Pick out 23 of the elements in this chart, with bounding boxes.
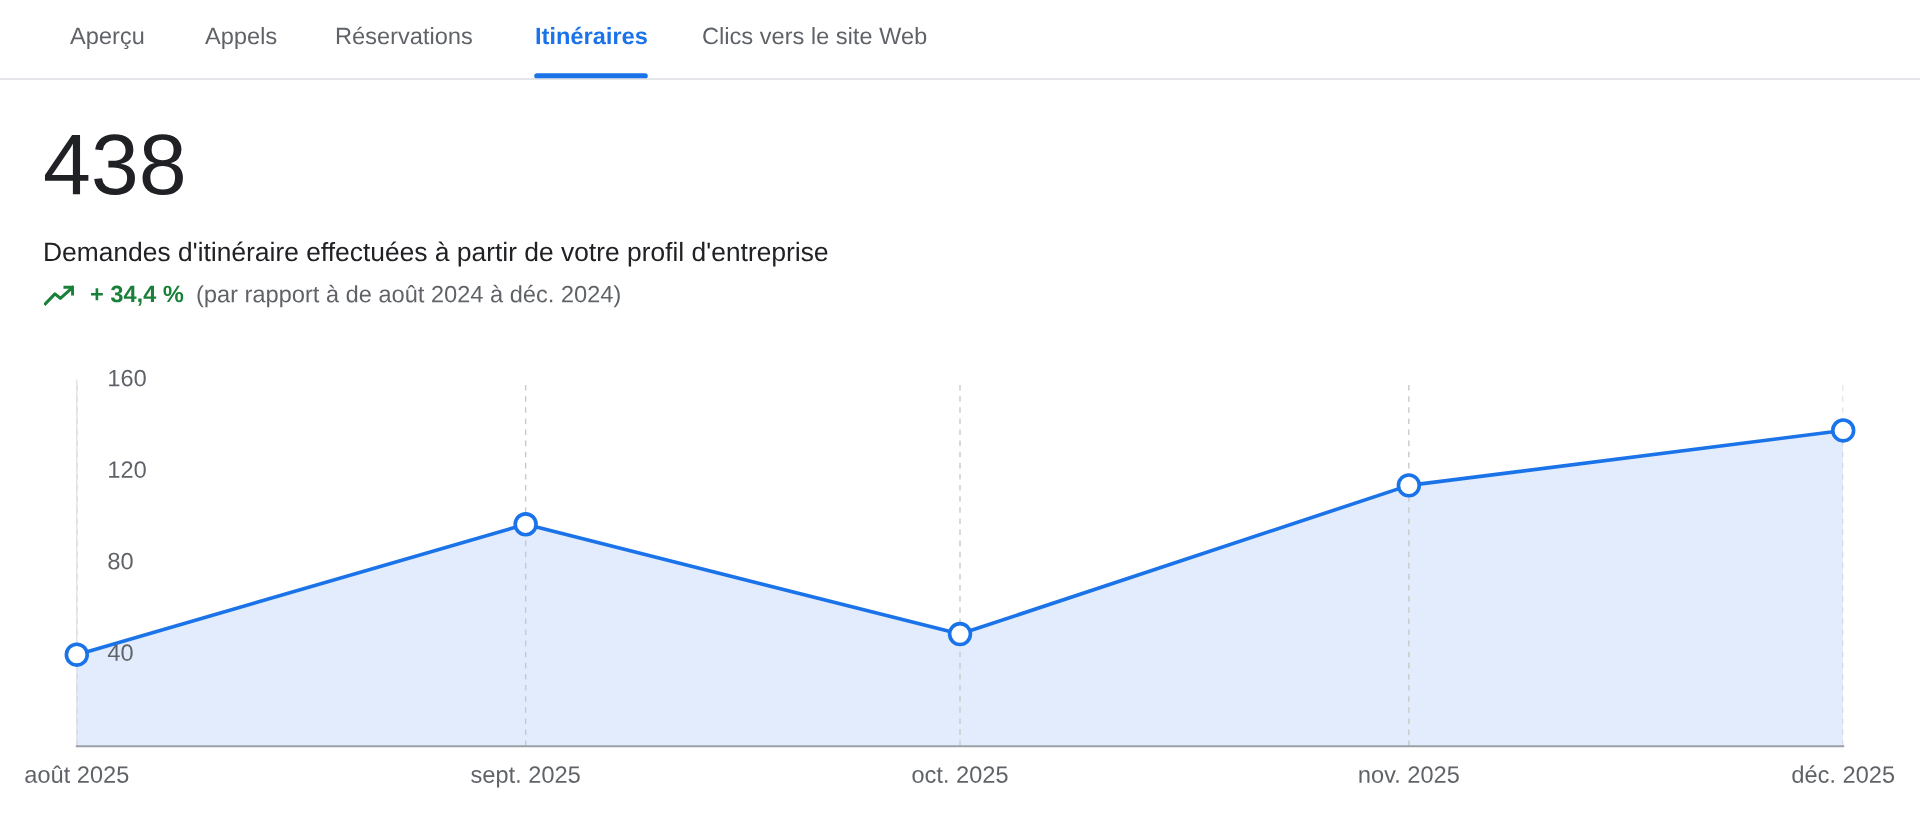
point	[513, 512, 538, 537]
chart-subtitle: Demandes d'itinéraire effectuées à partir de votre profil d'entreprise	[45, 241, 828, 267]
text: Itinéraires	[536, 26, 647, 45]
x-tick-label: nov. 2025	[1359, 766, 1459, 783]
text: (par rapport à de août 2024 à déc. 2024)	[197, 284, 620, 308]
text: Clics vers le site Web	[703, 27, 927, 45]
text: + 34,4 %	[90, 285, 184, 306]
x-tick-label: déc. 2025	[1792, 765, 1895, 783]
x-tick-label: oct. 2025	[912, 766, 1008, 783]
y-tick-label: 120	[109, 461, 146, 478]
text: Réservations	[336, 26, 472, 45]
point	[1830, 418, 1856, 443]
chart-title: 438	[44, 134, 183, 196]
point	[947, 621, 973, 647]
text: Aperçu	[70, 27, 144, 50]
y-tick-label: 160	[109, 369, 146, 387]
x-tick-label: août 2025	[25, 765, 129, 783]
x-tick-label: sept. 2025	[471, 766, 580, 788]
point	[64, 642, 90, 667]
y-tick-label: 80	[108, 552, 133, 570]
y-tick-label: 40	[107, 644, 133, 661]
point	[1396, 473, 1422, 498]
text: Appels	[205, 27, 277, 50]
